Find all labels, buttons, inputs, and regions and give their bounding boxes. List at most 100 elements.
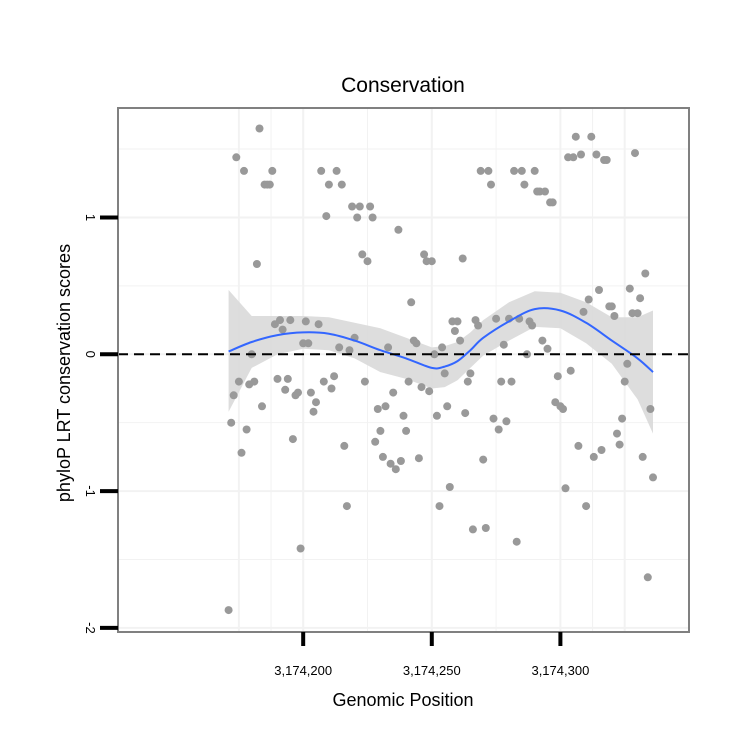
y-axis-label: phyloP LRT conservation scores [54, 244, 74, 502]
data-point [355, 202, 364, 211]
data-point [255, 124, 264, 133]
data-point [466, 369, 475, 378]
data-point [322, 212, 331, 221]
data-point [366, 202, 375, 211]
y-tick-label: -2 [83, 622, 98, 634]
data-point [623, 359, 632, 368]
data-point [340, 441, 349, 450]
data-point [559, 405, 567, 413]
data-point [363, 257, 372, 266]
data-point [548, 198, 557, 207]
data-point [458, 254, 467, 263]
confidence-ribbon-layer [228, 290, 653, 434]
data-point [425, 387, 434, 396]
data-point [517, 166, 526, 175]
data-point [368, 213, 377, 222]
data-point [649, 473, 657, 482]
data-point [438, 343, 447, 352]
data-point [278, 325, 287, 334]
data-point [402, 426, 411, 435]
data-point [476, 166, 485, 175]
smooth-line [228, 307, 654, 373]
data-point [324, 180, 333, 189]
data-point [450, 327, 459, 335]
data-point [566, 366, 575, 375]
data-point [499, 340, 508, 349]
data-point [358, 250, 367, 259]
chart-title: Conservation [341, 74, 465, 97]
data-point [613, 429, 621, 438]
data-point [461, 409, 470, 418]
data-point [489, 414, 498, 423]
data-point [492, 314, 501, 323]
data-point [304, 339, 313, 348]
data-point [330, 372, 339, 381]
data-point [453, 317, 462, 326]
data-point [414, 454, 423, 463]
data-point [232, 153, 241, 162]
data-point [227, 418, 236, 427]
data-point [571, 132, 580, 141]
data-point [579, 307, 588, 316]
data-point [294, 388, 302, 397]
data-point [319, 377, 328, 386]
data-point [229, 391, 238, 400]
data-point [234, 377, 243, 386]
data-point [432, 411, 441, 420]
data-point [530, 166, 539, 175]
data-point [582, 502, 591, 511]
data-point [342, 502, 351, 511]
data-point [481, 524, 490, 532]
data-point [484, 166, 493, 175]
data-point [589, 452, 598, 461]
data-point [474, 321, 483, 330]
data-point [625, 284, 634, 293]
data-point [633, 309, 642, 318]
data-point [420, 250, 429, 259]
data-point [327, 384, 336, 393]
data-point [430, 350, 439, 359]
data-point [602, 156, 611, 164]
data-point [468, 525, 477, 534]
data-point [440, 369, 449, 378]
data-point [381, 402, 390, 411]
data-point [541, 187, 549, 196]
data-point [224, 606, 233, 615]
data-point [273, 374, 282, 383]
y-tick-label: 0 [83, 351, 98, 358]
data-point [610, 312, 619, 320]
data-point [353, 213, 362, 222]
data-point [502, 417, 511, 426]
data-point [412, 339, 421, 348]
data-point [643, 573, 652, 582]
confidence-ribbon [228, 290, 653, 434]
data-point [268, 166, 277, 175]
data-point [283, 374, 292, 383]
data-point [507, 377, 516, 386]
data-point [615, 440, 624, 449]
x-tick-label: 3,174,200 [274, 663, 332, 678]
data-point [360, 377, 369, 386]
data-point [396, 457, 405, 465]
data-point [520, 180, 529, 189]
data-point [417, 383, 426, 392]
data-point [463, 377, 472, 386]
data-point [487, 180, 495, 189]
y-axis: -2 -1 0 1 [83, 214, 118, 634]
data-point [252, 260, 261, 268]
data-point [443, 402, 452, 411]
data-point [345, 346, 354, 355]
data-point [584, 295, 593, 304]
data-point [595, 286, 603, 294]
data-point [543, 344, 552, 353]
data-point [494, 425, 503, 434]
y-tick-label: -1 [83, 485, 98, 497]
data-point [258, 402, 266, 411]
data-point [309, 407, 318, 416]
data-point [240, 166, 248, 175]
data-point [394, 225, 403, 234]
data-point [577, 150, 585, 159]
data-point [631, 149, 639, 158]
data-point [384, 343, 393, 352]
data-point [569, 153, 578, 162]
